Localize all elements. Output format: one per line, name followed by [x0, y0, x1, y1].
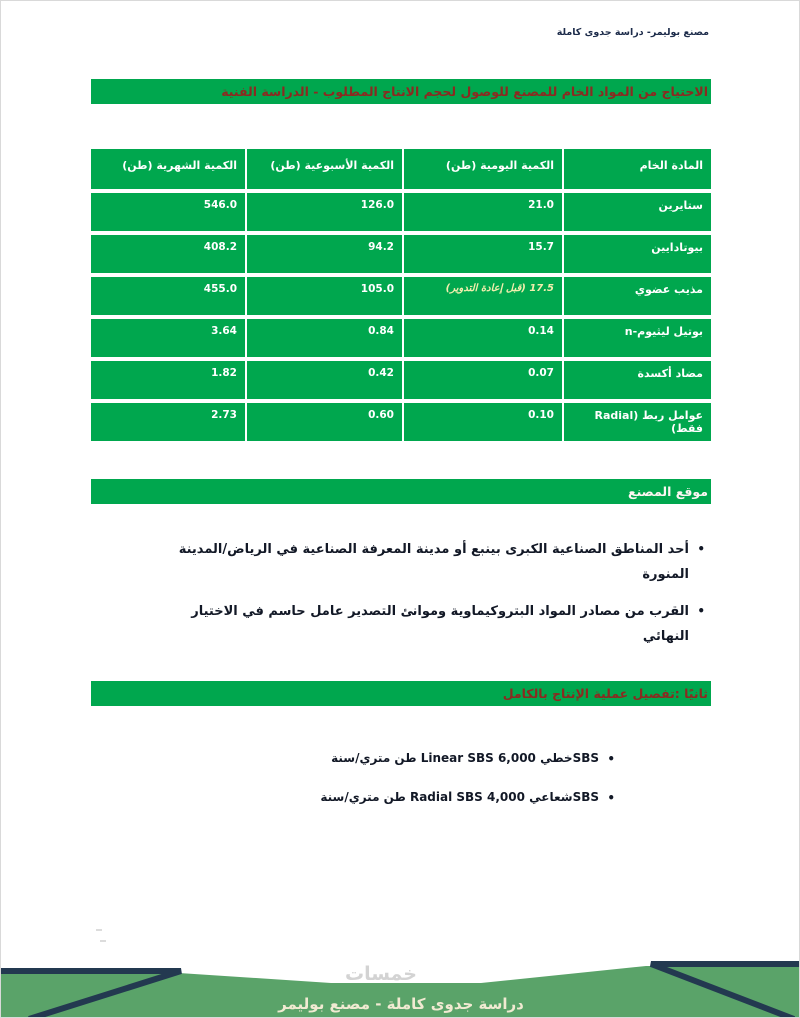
- footer-title: دراسة جدوى كاملة - مصنع بوليمر: [278, 995, 524, 1013]
- table-cell-monthly: 2.73: [91, 403, 245, 441]
- table-cell-monthly: 455.0: [91, 277, 245, 315]
- table-cell-daily: 17.5 (قبل إعادة التدوير): [404, 277, 562, 315]
- table-cell-material: عوامل ربط (Radial فقط): [564, 403, 711, 441]
- table-cell-weekly: 0.60: [247, 403, 402, 441]
- section-title-production: ثانيًا :تفصيل عملية الإنتاج بالكامل: [502, 686, 708, 701]
- section-title-location: موقع المصنع: [628, 484, 708, 499]
- bullet-text: SBSخطي Linear SBS 6,000 طن متري/سنة: [331, 751, 599, 765]
- table-cell-monthly: 408.2: [91, 235, 245, 273]
- page-artifact: [96, 929, 102, 931]
- page-artifact: [100, 940, 106, 942]
- page-header-note: مصنع بوليمر- دراسة جدوى كاملة: [556, 27, 709, 38]
- table-cell-weekly: 126.0: [247, 193, 402, 231]
- table-cell-daily: 15.7: [404, 235, 562, 273]
- bullet-icon: [599, 786, 615, 811]
- table-cell-monthly: 546.0: [91, 193, 245, 231]
- section-title-requirements: الاحتياج من المواد الخام للمصنع للوصول ل…: [221, 84, 708, 99]
- bullet-icon: [689, 599, 705, 649]
- materials-table: المادة الخام الكمية اليومية (طن) الكمية …: [91, 149, 711, 441]
- list-item: SBSخطي Linear SBS 6,000 طن متري/سنة: [91, 747, 615, 772]
- table-cell-material: مذيب عضوي: [564, 277, 711, 315]
- section-bar-production: ثانيًا :تفصيل عملية الإنتاج بالكامل: [91, 681, 711, 706]
- bullet-text: SBSشعاعي Radial SBS 4,000 طن متري/سنة: [320, 790, 599, 804]
- table-cell-weekly: 105.0: [247, 277, 402, 315]
- column-header-material: المادة الخام: [564, 149, 711, 189]
- table-cell-daily: 0.07: [404, 361, 562, 399]
- bullet-icon: [599, 747, 615, 772]
- table-cell-weekly: 0.84: [247, 319, 402, 357]
- footer-left-fold-line: [1, 968, 182, 1017]
- table-cell-monthly: 1.82: [91, 361, 245, 399]
- table-cell-material: بيوتادايين: [564, 235, 711, 273]
- table-cell-daily: 0.14: [404, 319, 562, 357]
- bullet-icon: [689, 537, 705, 587]
- table-cell-material: مضاد أكسدة: [564, 361, 711, 399]
- list-item: أحد المناطق الصناعية الكبرى بينبع أو مدي…: [91, 537, 705, 587]
- footer-green-band: [1, 966, 799, 1017]
- bullet-text: أحد المناطق الصناعية الكبرى بينبع أو مدي…: [178, 542, 689, 582]
- location-bullet-list: أحد المناطق الصناعية الكبرى بينبع أو مدي…: [91, 537, 711, 661]
- list-item: SBSشعاعي Radial SBS 4,000 طن متري/سنة: [91, 786, 615, 811]
- table-cell-weekly: 94.2: [247, 235, 402, 273]
- production-bullet-list: SBSخطي Linear SBS 6,000 طن متري/سنة SBSش…: [91, 747, 711, 825]
- footer-ribbon-decoration: [1, 961, 799, 1017]
- column-header-weekly: الكمية الأسبوعية (طن): [247, 149, 402, 189]
- watermark-text: خمسات: [345, 963, 417, 985]
- table-cell-daily: 21.0: [404, 193, 562, 231]
- footer-right-fold-line: [649, 961, 799, 1017]
- column-header-daily: الكمية اليومية (طن): [404, 149, 562, 189]
- table-cell-weekly: 0.42: [247, 361, 402, 399]
- table-cell-daily: 0.10: [404, 403, 562, 441]
- table-cell-material: بوتيل ليثيوم-n: [564, 319, 711, 357]
- bullet-text: القرب من مصادر المواد البتروكيماوية وموا…: [191, 604, 689, 644]
- table-cell-monthly: 3.64: [91, 319, 245, 357]
- table-cell-material: ستايرين: [564, 193, 711, 231]
- column-header-monthly: الكمية الشهرية (طن): [91, 149, 245, 189]
- section-bar-location: موقع المصنع: [91, 479, 711, 504]
- list-item: القرب من مصادر المواد البتروكيماوية وموا…: [91, 599, 705, 649]
- section-bar-requirements: الاحتياج من المواد الخام للمصنع للوصول ل…: [91, 79, 711, 104]
